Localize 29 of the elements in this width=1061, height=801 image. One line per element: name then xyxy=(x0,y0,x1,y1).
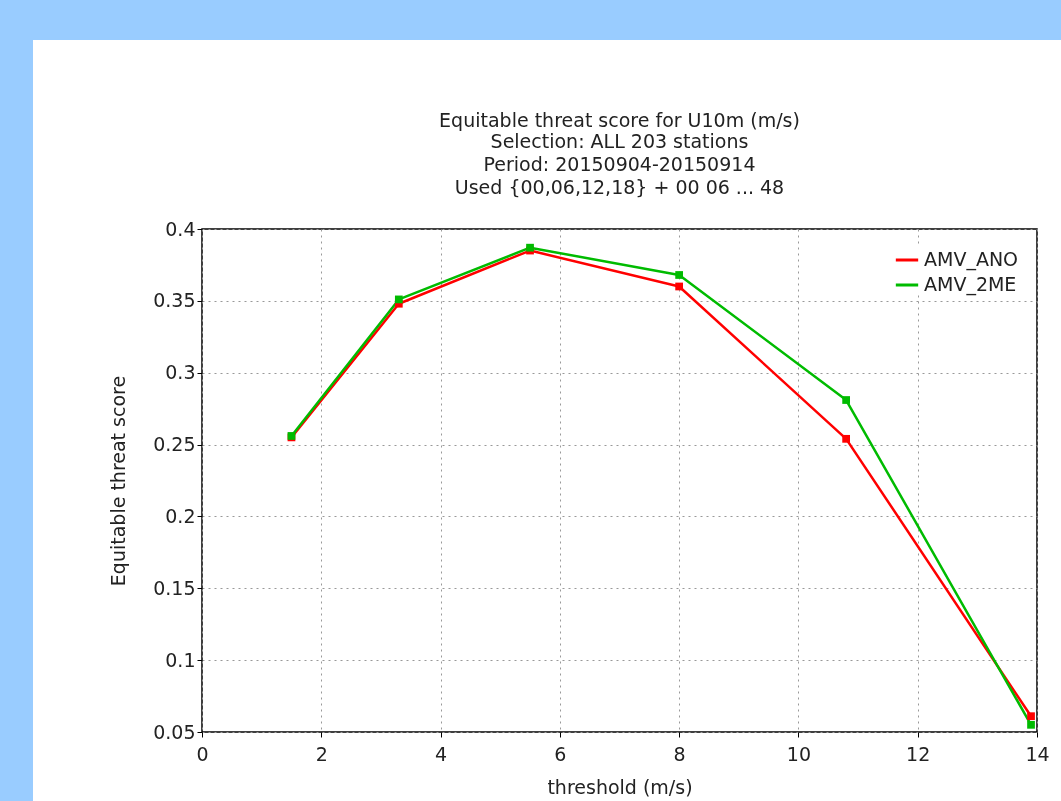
point xyxy=(1027,712,1035,721)
y-tick-label: 0.35 xyxy=(153,289,196,312)
point xyxy=(675,271,684,279)
x-tick-label: 2 xyxy=(315,742,328,765)
point xyxy=(675,282,684,291)
point xyxy=(842,434,851,443)
legend-label: AMV_2ME xyxy=(924,273,1017,296)
y-axis-title: Equitable threat score xyxy=(107,375,130,587)
x-tick-label: 12 xyxy=(906,742,931,765)
x-tick-label: 14 xyxy=(1025,742,1050,765)
y-tick-label: 0.1 xyxy=(165,648,196,671)
point xyxy=(842,396,851,404)
y-tick-label: 0.4 xyxy=(165,217,196,240)
point xyxy=(394,295,403,304)
y-tick-label: 0.15 xyxy=(153,576,196,599)
x-tick-label: 4 xyxy=(435,742,448,765)
x-axis-title: threshold (m/s) xyxy=(547,775,693,798)
y-tick-label: 0.05 xyxy=(153,720,196,743)
x-tick-label: 8 xyxy=(673,742,686,765)
x-tick-label: 10 xyxy=(786,742,812,765)
legend-label: AMV_ANO xyxy=(924,248,1019,271)
point xyxy=(1027,720,1035,729)
y-tick-label: 0.2 xyxy=(165,504,196,527)
y-tick-label: 0.3 xyxy=(165,361,196,384)
x-tick-label: 6 xyxy=(554,742,567,765)
y-tick-label: 0.25 xyxy=(153,433,196,456)
chart-title: Equitable threat score for U10m (m/s) xyxy=(439,109,800,131)
x-tick-label: 0 xyxy=(196,742,209,765)
chart-subtitle: Selection: ALL 203 stations Period: 20150904-20150914 Used {00,06,12,18} + 00 06 ... 48 xyxy=(454,130,785,198)
